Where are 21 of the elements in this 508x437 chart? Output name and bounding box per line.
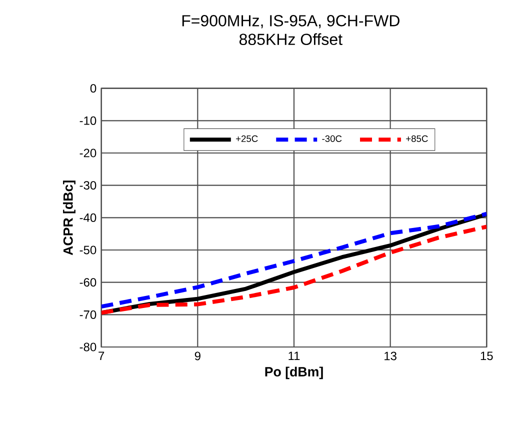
y-tick-label: 0 — [90, 84, 96, 93]
x-tick-label: 13 — [384, 352, 396, 360]
legend-label: +25C — [236, 135, 258, 142]
y-axis-title: ACPR [dBc] — [63, 180, 76, 256]
y-tick-label: -40 — [80, 213, 96, 222]
chart-title: F=900MHz, IS-95A, 9CH-FWD — [182, 15, 400, 28]
x-tick-label: 9 — [194, 352, 200, 360]
y-tick-label: -30 — [80, 181, 96, 190]
x-axis-title: Po [dBm] — [265, 366, 323, 380]
y-tick-label: -10 — [80, 116, 96, 125]
y-tick-label: -20 — [80, 148, 96, 158]
x-tick-label: 11 — [288, 352, 300, 360]
legend-label: -30C — [322, 135, 342, 142]
y-tick-label: -50 — [80, 246, 96, 254]
x-tick-label: 15 — [480, 352, 493, 360]
y-tick-label: -80 — [80, 342, 96, 352]
x-tick-label: 7 — [98, 352, 104, 360]
y-tick-label: -70 — [80, 310, 96, 319]
legend-label: +85C — [406, 135, 428, 142]
y-tick-label: -60 — [80, 278, 96, 287]
chart-subtitle: 885KHz Offset — [239, 33, 342, 46]
